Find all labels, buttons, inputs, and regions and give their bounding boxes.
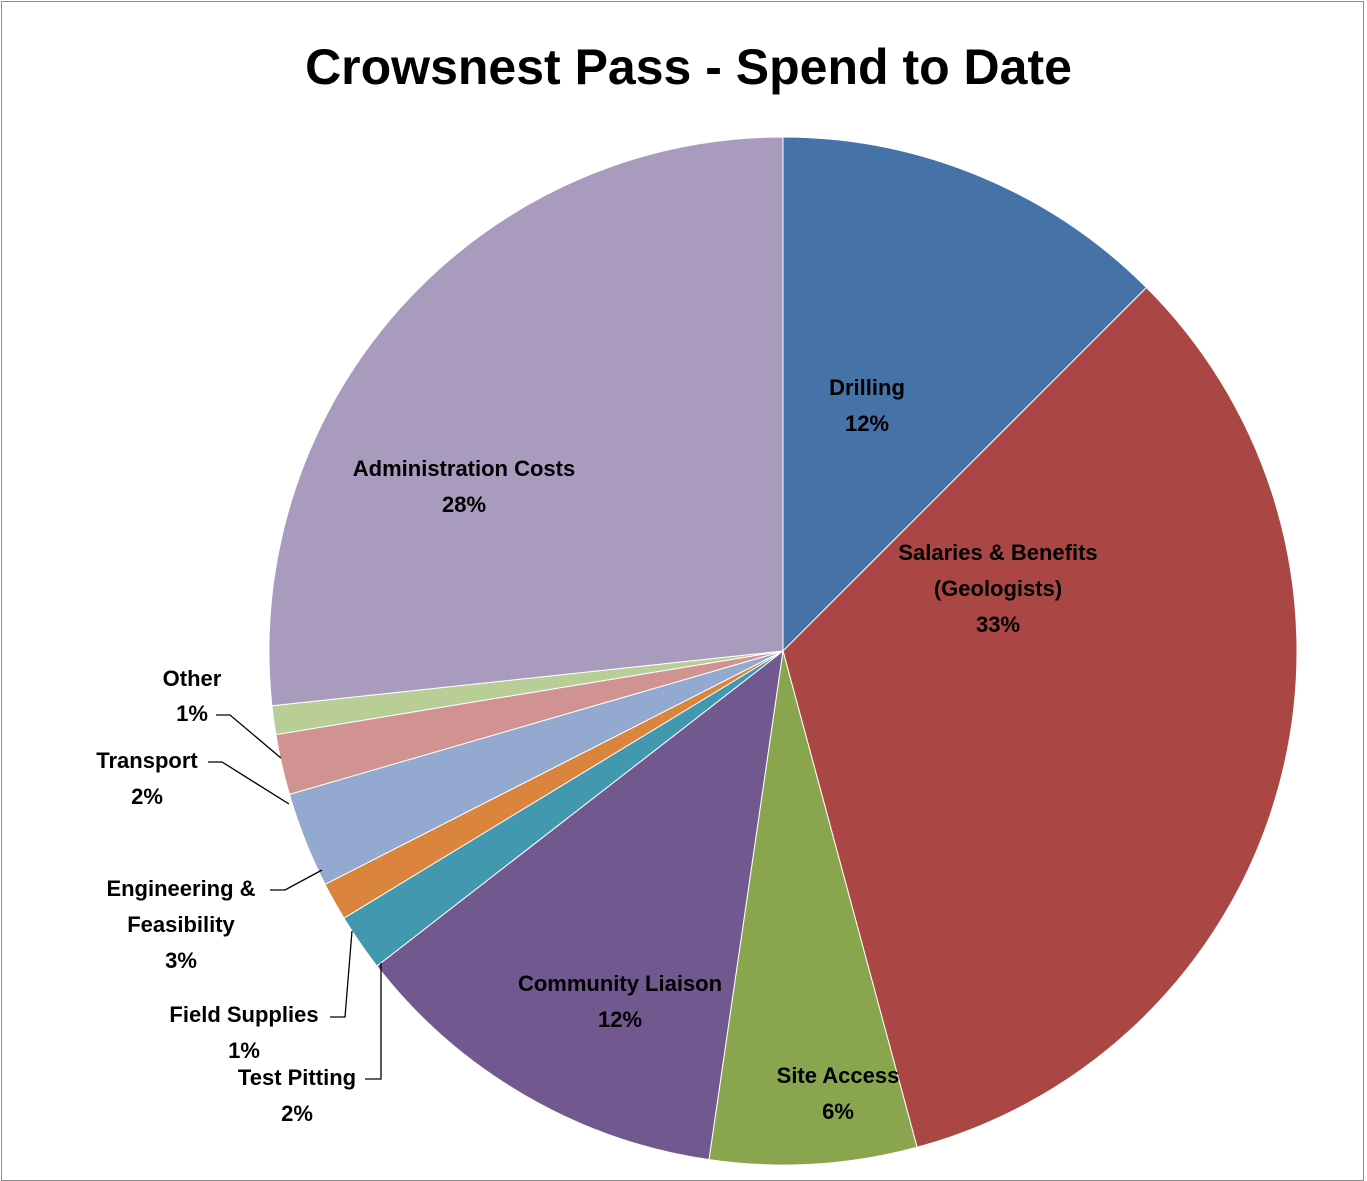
chart-title: Crowsnest Pass - Spend to Date xyxy=(305,39,1072,95)
leader-line-engineering-and-feasibility xyxy=(270,869,323,891)
leader-line-field-supplies xyxy=(330,930,353,1018)
slice-labels: Drilling 12% Salaries & Benefits (Geologist… xyxy=(96,375,1097,1126)
slice-percent-salaries-and-benefits-geologists: 33% xyxy=(976,612,1020,637)
leader-lines xyxy=(208,714,382,1080)
slice-label-salaries-and-benefits-geologists-line1: Salaries & Benefits xyxy=(898,540,1097,565)
slice-label-community-liaison: Community Liaison xyxy=(518,971,722,996)
slice-percent-community-liaison: 12% xyxy=(598,1007,642,1032)
slice-percent-test-pitting: 2% xyxy=(281,1101,313,1126)
slice-label-test-pitting: Test Pitting xyxy=(238,1065,356,1090)
slice-label-engineering-and-feasibility-line1: Engineering & xyxy=(106,876,255,901)
slice-label-site-access: Site Access xyxy=(777,1063,900,1088)
slice-percent-engineering-and-feasibility: 3% xyxy=(165,948,197,973)
slice-percent-transport: 2% xyxy=(131,784,163,809)
leader-line-transport xyxy=(208,761,290,805)
slice-label-salaries-and-benefits-geologists-line2: (Geologists) xyxy=(934,576,1062,601)
slice-percent-site-access: 6% xyxy=(822,1099,854,1124)
slice-percent-field-supplies: 1% xyxy=(228,1038,260,1063)
pie-slice-site-access xyxy=(708,650,918,1166)
pie-slice-drilling xyxy=(782,136,1148,653)
slice-percent-drilling: 12% xyxy=(845,411,889,436)
pie-slices xyxy=(268,136,1298,1166)
slice-label-transport: Transport xyxy=(96,748,198,773)
slice-label-other: Other xyxy=(163,666,222,691)
leader-line-other xyxy=(216,714,282,759)
pie-slice-salaries-and-benefits-geologists xyxy=(782,286,1298,1148)
slice-label-field-supplies: Field Supplies xyxy=(169,1002,318,1027)
pie-slice-community-liaison xyxy=(376,649,784,1161)
slice-percent-administration-costs: 28% xyxy=(442,492,486,517)
slice-label-administration-costs: Administration Costs xyxy=(353,456,575,481)
pie-slice-administration-costs xyxy=(268,136,784,707)
slice-label-drilling: Drilling xyxy=(829,375,905,400)
slice-percent-other: 1% xyxy=(176,701,208,726)
slice-label-engineering-and-feasibility-line2: Feasibility xyxy=(127,912,235,937)
leader-line-test-pitting xyxy=(365,963,382,1080)
